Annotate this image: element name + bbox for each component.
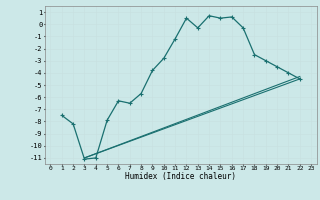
X-axis label: Humidex (Indice chaleur): Humidex (Indice chaleur) [125,172,236,181]
